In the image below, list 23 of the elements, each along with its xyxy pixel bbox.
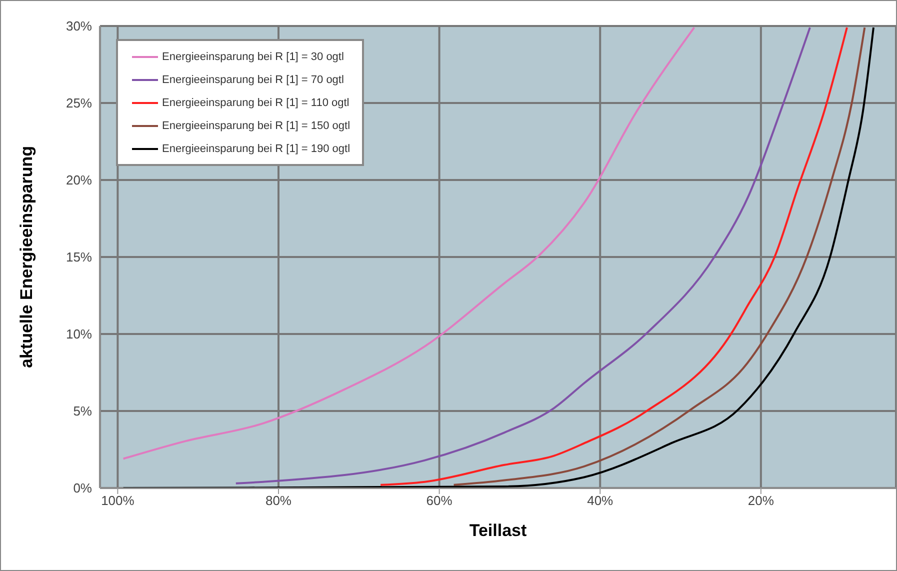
line-series bbox=[122, 26, 696, 460]
y-tick-label: 10% bbox=[66, 326, 92, 342]
y-tick-label: 20% bbox=[66, 172, 92, 188]
x-tick-label: 40% bbox=[587, 493, 614, 508]
y-tick-label: 5% bbox=[73, 404, 92, 419]
y-tick-label: 0% bbox=[73, 480, 92, 496]
legend-label: Energieeinsparung bei R [1] = 190 ogtl bbox=[162, 142, 350, 154]
y-tick-label: 15% bbox=[66, 250, 92, 265]
x-tick-label: 80% bbox=[265, 493, 292, 508]
y-tick-label: 30% bbox=[66, 18, 92, 34]
legend-label: Energieeinsparung bei R [1] = 30 ogtl bbox=[162, 50, 344, 62]
legend-label: Energieeinsparung bei R [1] = 70 ogtl bbox=[162, 74, 344, 86]
line-series bbox=[122, 26, 874, 488]
x-tick-label: 60% bbox=[426, 493, 453, 508]
legend-label: Energieeinsparung bei R [1] = 110 ogtl bbox=[162, 96, 350, 108]
line-series bbox=[452, 26, 866, 486]
line-series bbox=[380, 26, 848, 486]
legend-label: Energieeinsparung bei R [1] = 150 ogtl bbox=[162, 120, 350, 132]
y-axis-title: aktuelle Energieeinsparung bbox=[17, 146, 36, 368]
x-axis-title: Teillast bbox=[469, 521, 527, 540]
x-tick-label: 20% bbox=[748, 493, 774, 508]
y-tick-label: 25% bbox=[66, 96, 92, 111]
x-tick-label: 100% bbox=[101, 493, 135, 508]
